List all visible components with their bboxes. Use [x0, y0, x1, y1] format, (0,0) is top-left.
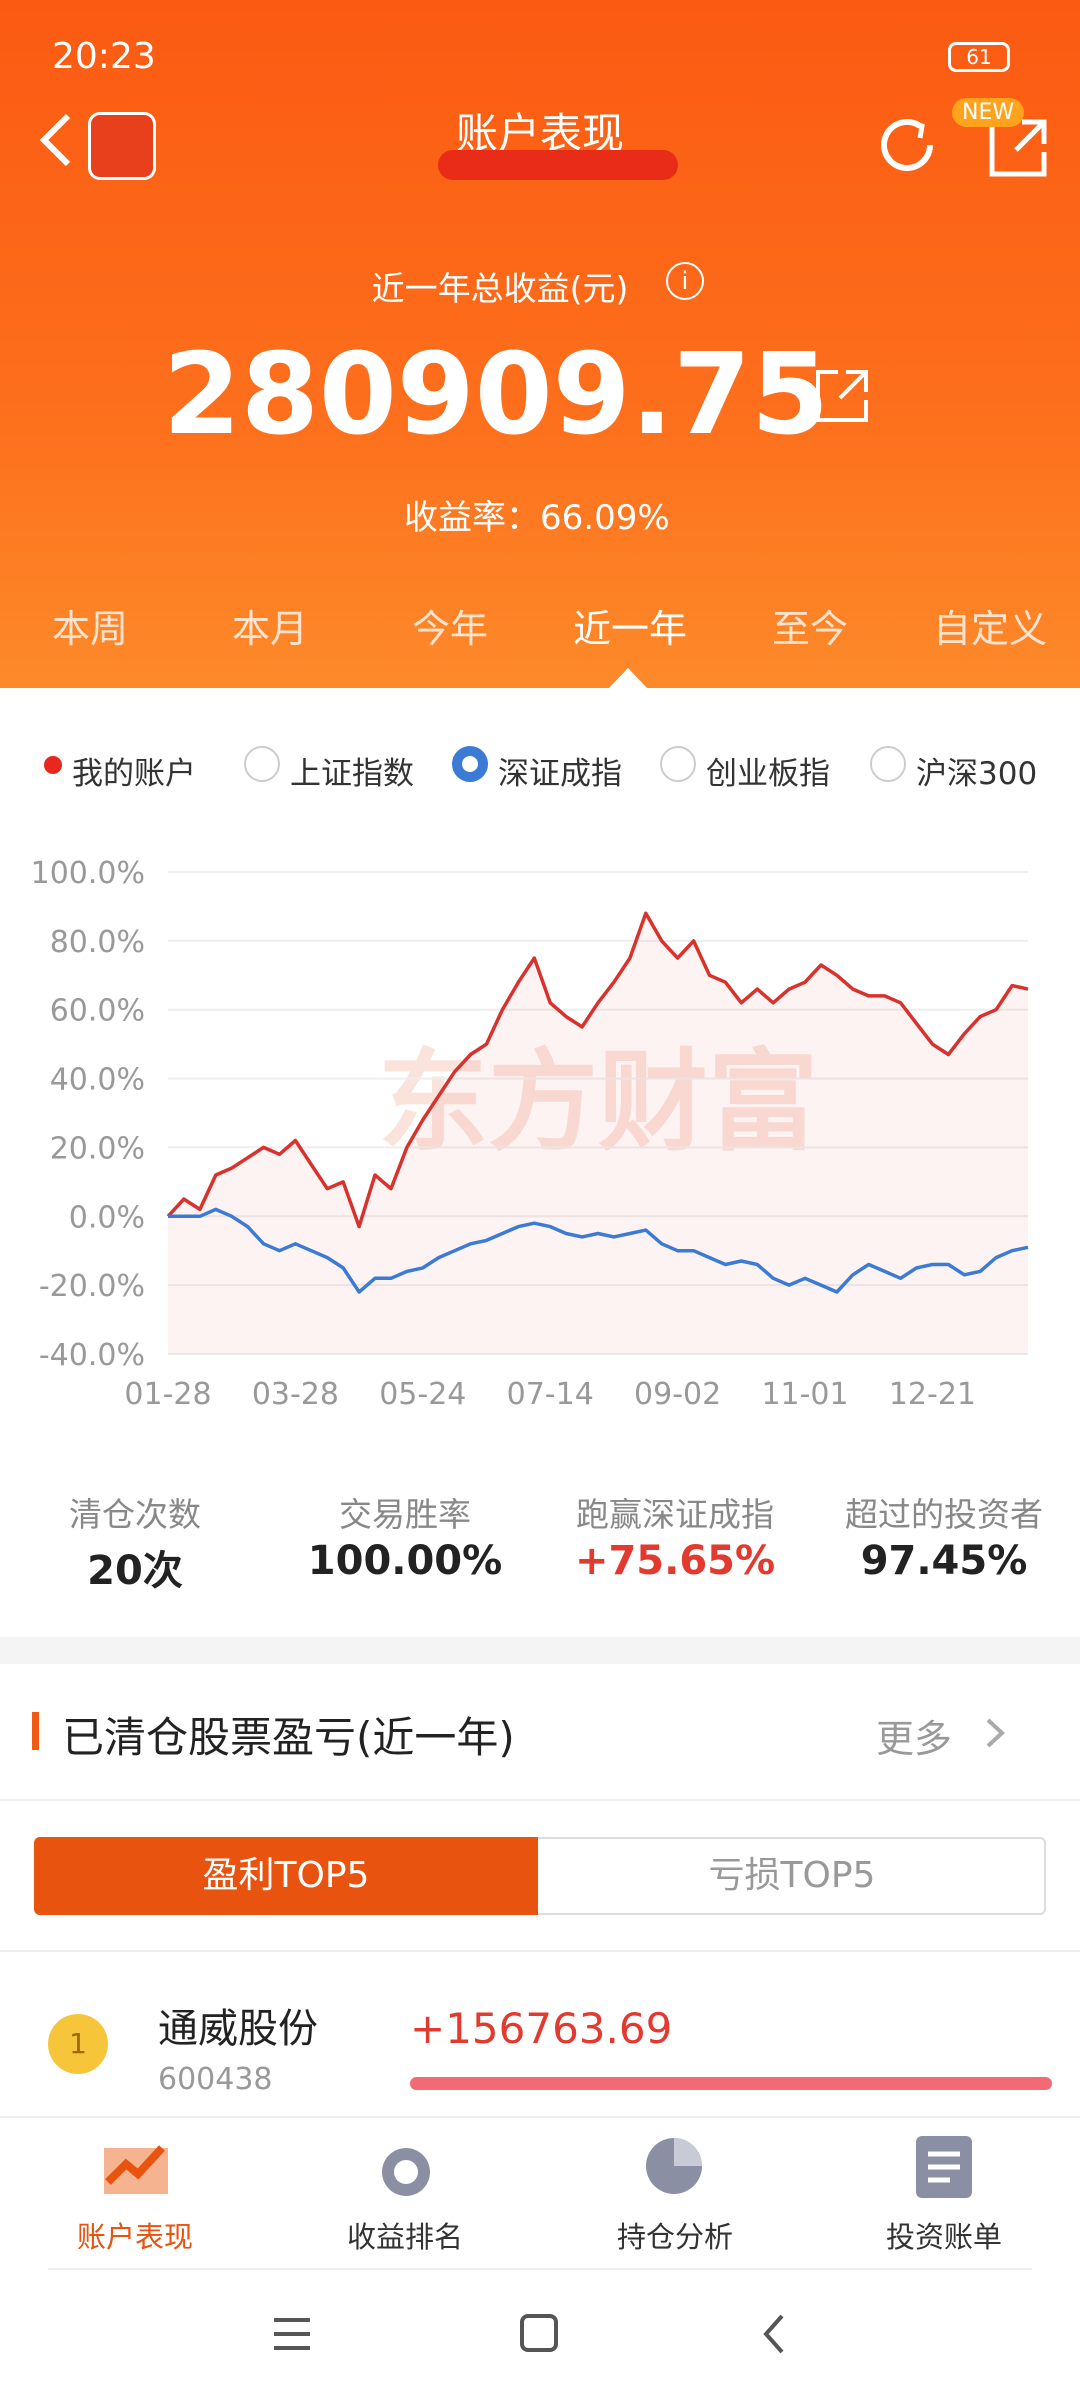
nav-label[interactable]: 收益排名 [346, 2220, 464, 2254]
chart: 东方财富 100.0% 80.0% 60.0% 40.0% 20.0% 0.0% -20.0%… [31, 856, 1029, 1412]
radio[interactable] [244, 746, 280, 782]
section-title: 已清仓股票盈亏(近一年) [62, 1713, 515, 1762]
header-title: 账户表现 [455, 109, 625, 158]
more-link[interactable]: 更多 [876, 1717, 953, 1761]
info-icon[interactable]: i [666, 262, 704, 300]
x-tick-label: 01-28 [124, 1377, 211, 1412]
app-logo [88, 112, 156, 180]
separator [0, 1637, 1080, 1664]
nav-border [0, 2116, 1080, 2118]
radio-selected[interactable] [452, 746, 488, 782]
tab-indicator [608, 668, 648, 689]
rank-medal: 1 [48, 2014, 108, 2074]
y-tick-label: 60.0% [50, 994, 145, 1029]
y-tick-label: 20.0% [50, 1131, 145, 1166]
stat-label: 交易胜率 [339, 1495, 471, 1534]
x-tick-label: 09-02 [634, 1377, 721, 1412]
y-tick-label: 80.0% [50, 925, 145, 960]
legend-item[interactable]: 上证指数 [290, 756, 414, 792]
nav-label[interactable]: 持仓分析 [616, 2220, 734, 2254]
nav-icon[interactable] [104, 2138, 168, 2194]
radio[interactable] [870, 746, 906, 782]
y-tick-label: 0.0% [69, 1200, 145, 1235]
x-tick-label: 11-01 [761, 1377, 848, 1412]
stat-value: +75.65% [574, 1538, 776, 1584]
total-profit: 280909.75 [163, 330, 829, 460]
redaction [438, 150, 678, 180]
series-line [168, 1207, 1029, 1294]
toggle-active[interactable]: 盈利TOP5 [34, 1837, 538, 1915]
series-line [166, 911, 1029, 1229]
tab[interactable]: 本月 [231, 607, 309, 651]
stat-value: 100.00% [307, 1538, 503, 1584]
divider [0, 1799, 1080, 1801]
new-badge: NEW [952, 98, 1025, 127]
rate-value: 66.09% [540, 498, 670, 538]
x-tick-label: 07-14 [507, 1377, 594, 1412]
stock-name[interactable]: 通威股份 [158, 2006, 318, 2052]
battery: 61 [948, 42, 1010, 72]
system-nav [274, 2314, 784, 2354]
stock-code: 600438 [158, 2062, 273, 2097]
summary-label: 近一年总收益(元) [371, 269, 629, 308]
x-tick-label: 12-21 [889, 1377, 976, 1412]
tab[interactable]: 今年 [411, 607, 489, 651]
legend-item[interactable]: 沪深300 [916, 756, 1038, 792]
y-tick-label: 40.0% [50, 1063, 145, 1098]
stock-profit: +156763.69 [410, 2004, 673, 2053]
divider [48, 2268, 1032, 2270]
more-arrow [986, 1718, 1005, 1748]
x-tick-label: 03-28 [252, 1377, 339, 1412]
stat-label: 清仓次数 [69, 1495, 201, 1534]
stat-label: 超过的投资者 [845, 1495, 1043, 1534]
x-tick-label: 05-24 [379, 1377, 466, 1412]
tab[interactable]: 本周 [51, 607, 129, 651]
section-marker [32, 1712, 39, 1750]
tab[interactable]: 自定义 [932, 607, 1048, 651]
nav-icon[interactable] [916, 2136, 972, 2198]
refresh-button[interactable] [874, 112, 940, 178]
tab-active[interactable]: 近一年 [572, 607, 688, 651]
stat-label: 跑赢深证成指 [576, 1495, 774, 1534]
divider [0, 1950, 1080, 1952]
status-time: 20:23 [52, 36, 156, 77]
share-profit[interactable] [814, 368, 870, 424]
legend-item[interactable]: 创业板指 [706, 756, 830, 792]
stat-value: 97.45% [860, 1538, 1028, 1584]
nav-icon[interactable] [378, 2134, 434, 2198]
y-tick-label: -40.0% [39, 1338, 145, 1373]
nav-label[interactable]: 投资账单 [885, 2220, 1003, 2254]
legend-item[interactable]: 深证成指 [498, 756, 622, 792]
radio[interactable] [660, 746, 696, 782]
legend-item[interactable]: 我的账户 [72, 756, 196, 792]
stat-value: 20次 [87, 1548, 183, 1594]
nav-label-active[interactable]: 账户表现 [76, 2220, 194, 2254]
y-tick-label: 100.0% [31, 856, 145, 891]
rate-label: 收益率： [404, 498, 540, 538]
header-bg [0, 0, 1080, 688]
watermark: 东方财富 [378, 1038, 818, 1166]
profit-bar [410, 2077, 1052, 2090]
back-button[interactable] [36, 110, 76, 170]
legend-dot [44, 756, 62, 774]
nav-icon[interactable] [644, 2136, 704, 2196]
y-tick-label: -20.0% [39, 1269, 145, 1304]
tab[interactable]: 至今 [771, 607, 849, 651]
toggle-option[interactable]: 亏损TOP5 [708, 1855, 876, 1896]
area-fill [168, 913, 1028, 1354]
